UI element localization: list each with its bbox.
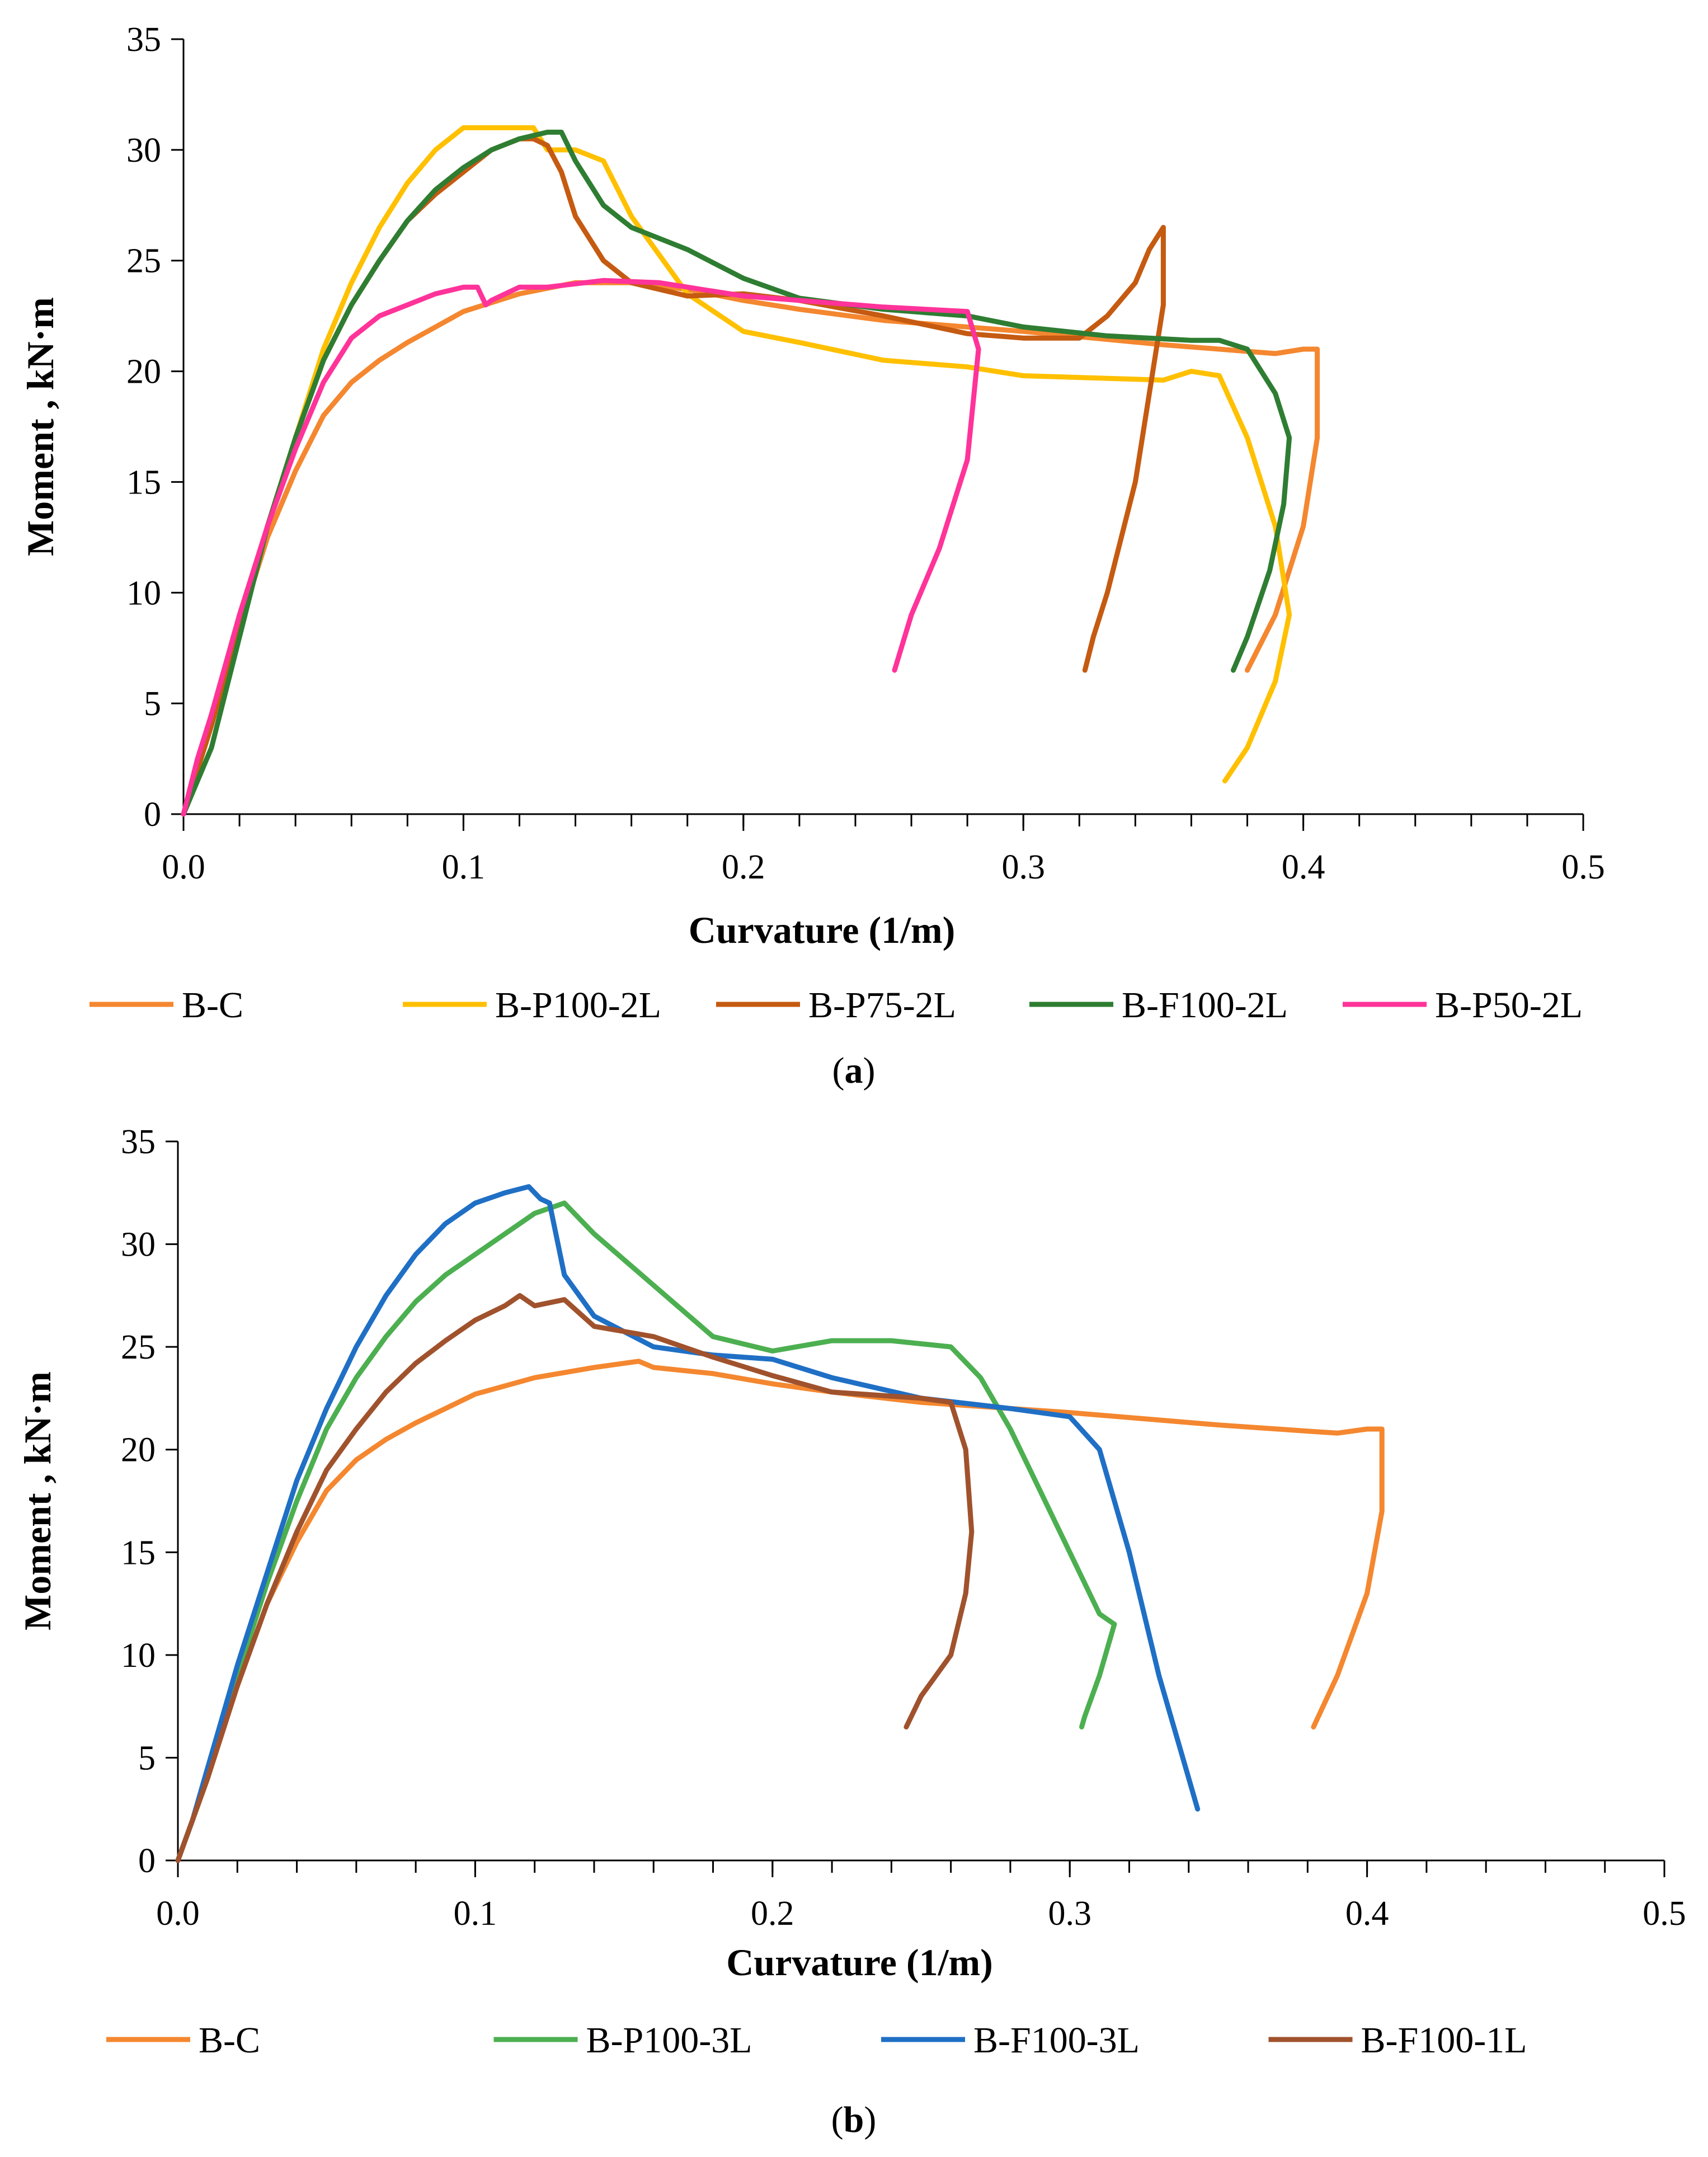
x-tick-label: 0.5 [1561, 848, 1605, 886]
series-line-b-f100-3l [175, 1184, 1201, 1863]
y-tick-label: 15 [121, 1534, 156, 1572]
x-tick-label: 0.0 [162, 848, 205, 886]
y-tick-label: 30 [126, 131, 161, 170]
y-tick-label: 10 [121, 1637, 156, 1675]
y-axis-title: Moment , kN·m [16, 1371, 59, 1630]
x-axis-title: Curvature (1/m) [689, 909, 956, 951]
x-tick-label: 0.1 [454, 1895, 497, 1933]
x-tick-label: 0.5 [1643, 1895, 1686, 1933]
legend-label: B-P75-2L [808, 985, 956, 1026]
legend-label: B-F100-2L [1122, 985, 1288, 1026]
series-line-b-c [175, 1359, 1385, 1863]
x-tick-label: 0.4 [1345, 1895, 1389, 1933]
panel-caption: (a) [832, 1050, 876, 1091]
caption-letter: a [845, 1050, 863, 1091]
series-line-b-p100-3l [175, 1200, 1117, 1863]
y-tick-label: 0 [144, 796, 161, 834]
y-tick-label: 20 [121, 1431, 156, 1469]
y-tick-label: 20 [126, 353, 161, 391]
y-tick-label: 15 [126, 463, 161, 501]
caption-open: ( [832, 1050, 845, 1091]
y-tick-label: 35 [121, 1123, 156, 1161]
caption-close: ) [864, 2099, 876, 2140]
series-line-b-p50-2l [181, 278, 981, 817]
x-axis-title: Curvature (1/m) [726, 1941, 993, 1984]
chart-b: 0 5 10 15 20 25 30 35 0.0 0.1 0.2 0.3 0.4 0.5 Curvatur… [16, 1123, 1686, 2140]
y-tick-label: 5 [138, 1739, 156, 1777]
panel-b: 0 5 10 15 20 25 30 35 0.0 0.1 0.2 0.3 0.4 0.5 Curvatur… [0, 1097, 1708, 2157]
legend-label: B-C [182, 985, 243, 1026]
series-line-b-p100-2l [181, 125, 1292, 817]
y-tick-label: 25 [121, 1328, 156, 1366]
x-tick-label: 0.1 [442, 848, 486, 886]
legend-label: B-P100-3L [586, 2020, 752, 2061]
legend-label: B-P100-2L [495, 985, 661, 1026]
y-tick-label: 0 [138, 1842, 156, 1880]
chart-a: 0 5 10 15 20 25 30 35 0.0 0.1 0.2 0.3 0.4 0.5 Curvatur… [19, 21, 1605, 1091]
series-line-b-p75-2l [181, 136, 1166, 817]
series-line-b-c [181, 280, 1320, 817]
y-tick-label: 25 [126, 242, 161, 280]
series-line-b-f100-2l [181, 129, 1292, 817]
caption-close: ) [863, 1050, 876, 1091]
series-line-b-f100-1l [175, 1293, 975, 1863]
y-tick-label: 30 [121, 1226, 156, 1264]
x-tick-label: 0.2 [751, 1895, 794, 1933]
x-tick-label: 0.4 [1282, 848, 1325, 886]
caption-letter: b [844, 2099, 864, 2140]
x-tick-label: 0.3 [1048, 1895, 1091, 1933]
legend-label: B-C [199, 2020, 260, 2061]
y-tick-label: 35 [126, 21, 161, 59]
y-axis-title: Moment , kN·m [19, 297, 62, 556]
caption-open: ( [831, 2099, 844, 2140]
x-tick-label: 0.3 [1001, 848, 1045, 886]
x-tick-label: 0.0 [156, 1895, 200, 1933]
panel-a: 0 5 10 15 20 25 30 35 0.0 0.1 0.2 0.3 0.4 0.5 Curvatur… [19, 21, 1605, 1091]
legend-label: B-P50-2L [1435, 985, 1583, 1026]
panel-caption: (b) [831, 2099, 877, 2140]
legend-label: B-F100-3L [973, 2020, 1140, 2061]
y-tick-label: 5 [144, 685, 161, 723]
x-tick-label: 0.2 [722, 848, 765, 886]
legend-label: B-F100-1L [1361, 2020, 1527, 2061]
y-tick-label: 10 [126, 574, 161, 612]
